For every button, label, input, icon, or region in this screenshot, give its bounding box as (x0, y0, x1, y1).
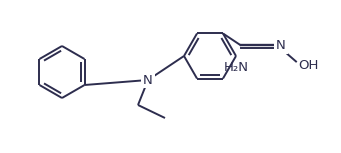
Text: N: N (143, 73, 153, 86)
Text: OH: OH (298, 59, 318, 72)
Text: H₂N: H₂N (223, 61, 249, 74)
Text: N: N (276, 39, 286, 52)
